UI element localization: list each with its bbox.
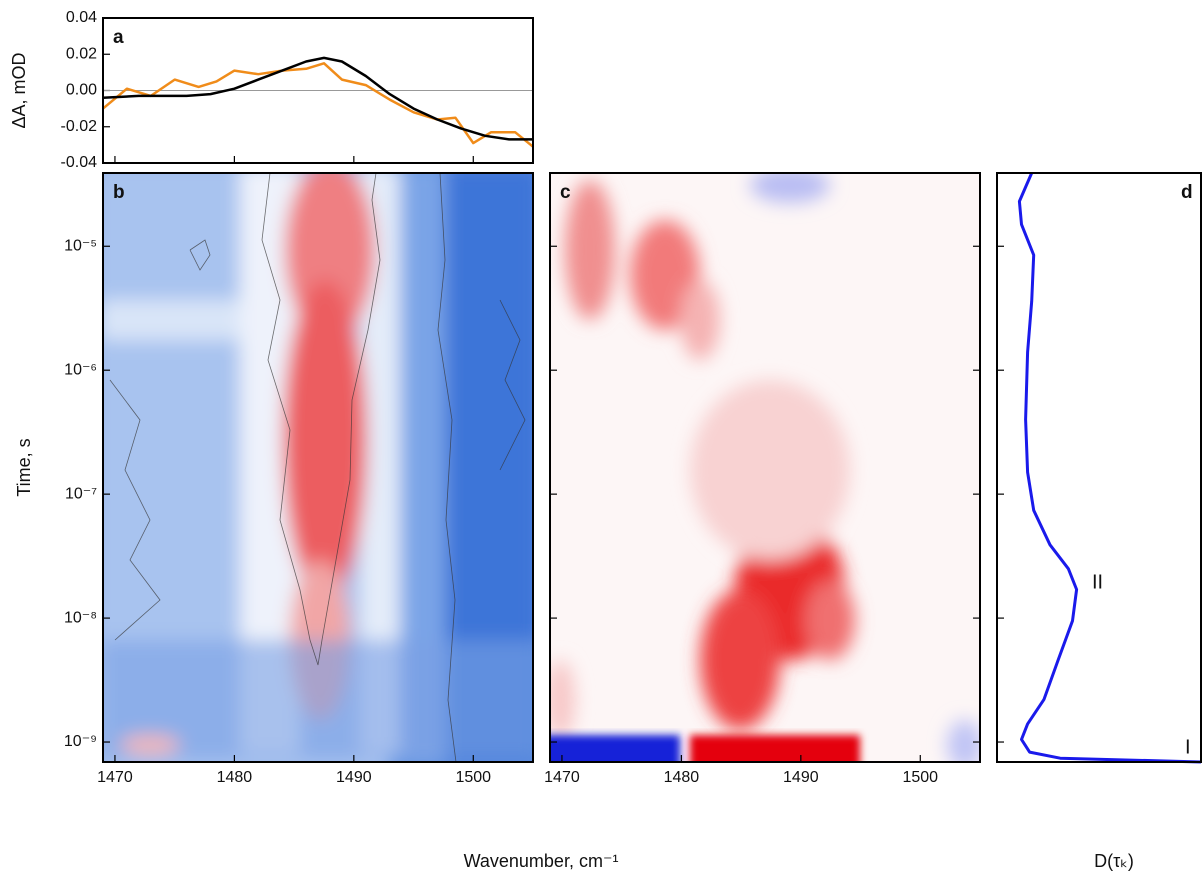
plot-frame: [996, 172, 1202, 763]
plot-frame: [102, 17, 534, 164]
x-axis-label: Wavenumber, cm⁻¹: [464, 851, 619, 871]
data-line: [102, 62, 534, 148]
annotation: II: [1092, 571, 1103, 593]
heatmap-c-image: [550, 173, 980, 762]
y-tick-label: 10⁻⁹: [64, 733, 97, 750]
y-tick-label: 0.04: [66, 9, 97, 26]
x-tick-label: 1500: [902, 769, 938, 786]
panel-label: c: [560, 182, 571, 203]
y-tick-label: 10⁻⁵: [64, 237, 97, 254]
plot-frame: [549, 172, 981, 763]
x-tick-label: 1470: [97, 769, 133, 786]
y-tick-label: 10⁻⁷: [65, 485, 97, 502]
x-tick-label: 1480: [217, 769, 253, 786]
y-tick-label: 10⁻⁶: [64, 361, 97, 378]
panel-label: b: [113, 182, 125, 203]
x-tick-label: 1480: [664, 769, 700, 786]
y-tick-label: 0.00: [66, 82, 97, 99]
y-axis-label: Time, s: [14, 438, 34, 496]
heatmap-b-image: [103, 173, 533, 762]
panel-label: d: [1181, 182, 1193, 203]
data-line: [102, 56, 533, 141]
x-tick-label: 1490: [336, 769, 372, 786]
x-tick-label: 1500: [455, 769, 491, 786]
x-tick-label: 1490: [783, 769, 819, 786]
plot-frame: [102, 172, 534, 763]
x-tick-label: 1470: [544, 769, 580, 786]
annotation: I: [1185, 736, 1191, 758]
data-line: [1017, 172, 1202, 764]
y-tick-label: 10⁻⁸: [64, 609, 97, 626]
y-axis-label: ΔA, mOD: [9, 52, 29, 128]
panel-label: a: [113, 27, 124, 48]
y-tick-label: -0.04: [61, 154, 98, 171]
x-axis-label: D(τₖ): [1094, 851, 1134, 871]
y-tick-label: -0.02: [61, 118, 98, 135]
y-tick-label: 0.02: [66, 45, 97, 62]
